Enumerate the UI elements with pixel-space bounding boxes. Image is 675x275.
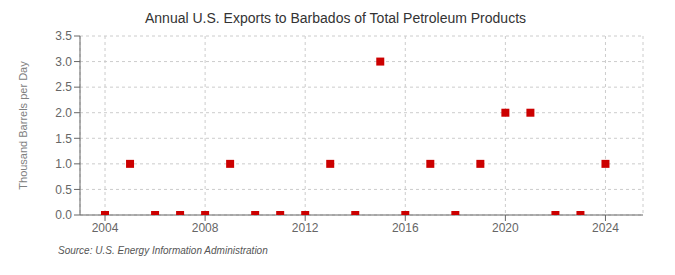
svg-text:2.0: 2.0 — [55, 106, 72, 120]
svg-text:2020: 2020 — [492, 221, 519, 235]
svg-text:0.5: 0.5 — [55, 183, 72, 197]
svg-text:Thousand Barrels per Day: Thousand Barrels per Day — [17, 61, 29, 190]
svg-text:2004: 2004 — [92, 221, 119, 235]
html-text:Annual U.S. Exports to Barbado: Annual U.S. Exports to Barbados of Total… — [145, 10, 526, 26]
svg-text:0.0: 0.0 — [55, 208, 72, 222]
svg-text:1.0: 1.0 — [55, 157, 72, 171]
svg-text:2012: 2012 — [292, 221, 319, 235]
svg-text:1.5: 1.5 — [55, 132, 72, 146]
svg-text:2016: 2016 — [392, 221, 419, 235]
svg-text:2.5: 2.5 — [55, 80, 72, 94]
svg-text:3.0: 3.0 — [55, 55, 72, 69]
svg-text:2008: 2008 — [192, 221, 219, 235]
html-text:Source: U.S. Energy Informatio: Source: U.S. Energy Information Administ… — [58, 245, 268, 256]
svg-text:2024: 2024 — [592, 221, 619, 235]
svg-text:3.5: 3.5 — [55, 29, 72, 43]
